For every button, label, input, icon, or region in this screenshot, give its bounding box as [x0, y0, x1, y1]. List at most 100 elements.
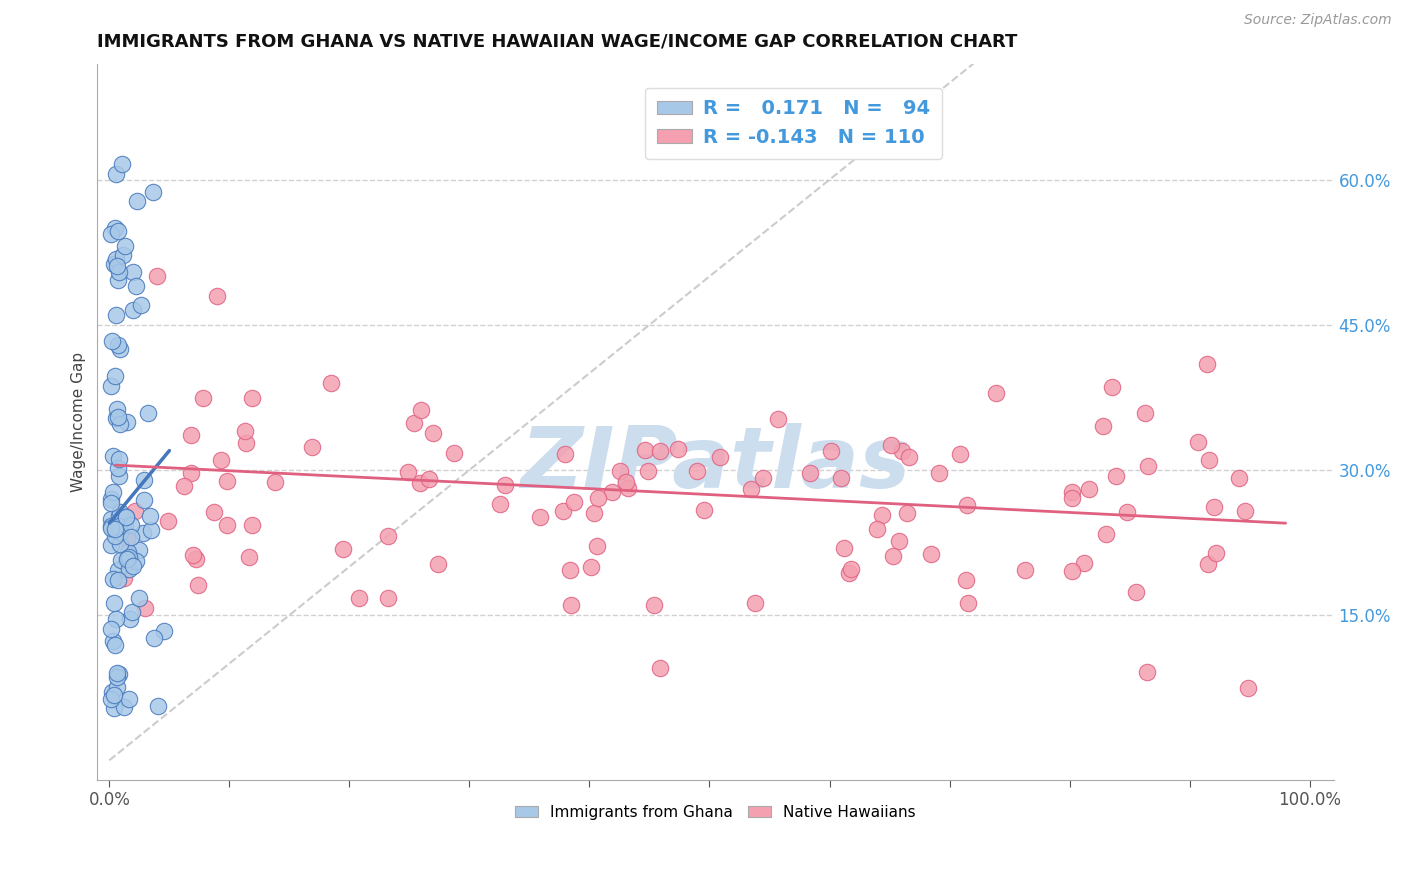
Point: [332, 541, 354, 556]
Point: [648, 661, 671, 675]
Point: [744, 595, 766, 609]
Point: [117, 545, 139, 559]
Legend: Immigrants from Ghana, Native Hawaiians: Immigrants from Ghana, Native Hawaiians: [509, 798, 922, 826]
Point: [100, 512, 122, 526]
Point: [301, 440, 323, 454]
Point: [634, 443, 657, 458]
Point: [139, 523, 162, 537]
Point: [766, 412, 789, 426]
Point: [709, 450, 731, 464]
Point: [107, 574, 129, 588]
Point: [1115, 505, 1137, 519]
Point: [928, 466, 950, 480]
Point: [132, 526, 155, 541]
Point: [118, 691, 141, 706]
Point: [887, 534, 910, 549]
Point: [100, 379, 122, 393]
Point: [1125, 585, 1147, 599]
Point: [686, 464, 709, 478]
Point: [107, 409, 129, 424]
Y-axis label: Wage/Income Gap: Wage/Income Gap: [72, 351, 86, 491]
Point: [100, 491, 122, 506]
Point: [115, 416, 138, 430]
Point: [107, 338, 129, 352]
Point: [409, 476, 432, 491]
Point: [105, 259, 128, 273]
Point: [129, 298, 152, 312]
Point: [100, 692, 122, 706]
Point: [1136, 665, 1159, 679]
Point: [643, 598, 665, 612]
Point: [529, 509, 551, 524]
Point: [156, 514, 179, 528]
Point: [398, 465, 420, 479]
Point: [422, 426, 444, 441]
Point: [100, 520, 122, 534]
Point: [238, 550, 260, 565]
Point: [122, 265, 145, 279]
Point: [1060, 491, 1083, 505]
Point: [103, 701, 125, 715]
Point: [882, 549, 904, 563]
Point: [586, 491, 609, 505]
Point: [319, 376, 342, 390]
Point: [111, 248, 134, 262]
Point: [666, 442, 689, 456]
Point: [1105, 468, 1128, 483]
Point: [616, 481, 638, 495]
Point: [240, 517, 263, 532]
Point: [121, 303, 143, 318]
Point: [830, 471, 852, 485]
Point: [411, 402, 433, 417]
Point: [114, 556, 136, 570]
Point: [103, 256, 125, 270]
Point: [1092, 419, 1115, 434]
Point: [121, 559, 143, 574]
Point: [141, 186, 163, 200]
Point: [554, 447, 576, 461]
Point: [215, 474, 238, 488]
Point: [838, 566, 860, 581]
Point: [108, 524, 131, 539]
Point: [693, 503, 716, 517]
Point: [124, 553, 146, 567]
Point: [1060, 564, 1083, 578]
Point: [870, 508, 893, 523]
Point: [207, 289, 229, 303]
Point: [115, 552, 138, 566]
Point: [100, 518, 122, 533]
Point: [1101, 380, 1123, 394]
Point: [562, 495, 585, 509]
Point: [153, 624, 176, 638]
Point: [120, 530, 142, 544]
Point: [1197, 557, 1219, 571]
Point: [427, 557, 450, 571]
Point: [956, 498, 979, 512]
Point: [1062, 484, 1084, 499]
Point: [143, 631, 166, 645]
Point: [115, 509, 138, 524]
Point: [103, 596, 125, 610]
Point: [104, 522, 127, 536]
Point: [110, 508, 132, 522]
Point: [560, 598, 582, 612]
Point: [112, 700, 135, 714]
Point: [1234, 504, 1257, 518]
Point: [209, 453, 232, 467]
Point: [105, 665, 128, 680]
Point: [100, 538, 122, 552]
Point: [108, 666, 131, 681]
Point: [114, 509, 136, 524]
Point: [600, 485, 623, 500]
Point: [105, 612, 128, 626]
Point: [1135, 405, 1157, 419]
Point: [866, 522, 889, 536]
Point: [586, 539, 609, 553]
Point: [193, 391, 215, 405]
Point: [108, 469, 131, 483]
Point: [891, 444, 914, 458]
Point: [898, 450, 921, 464]
Point: [404, 417, 426, 431]
Point: [443, 446, 465, 460]
Point: [112, 571, 135, 585]
